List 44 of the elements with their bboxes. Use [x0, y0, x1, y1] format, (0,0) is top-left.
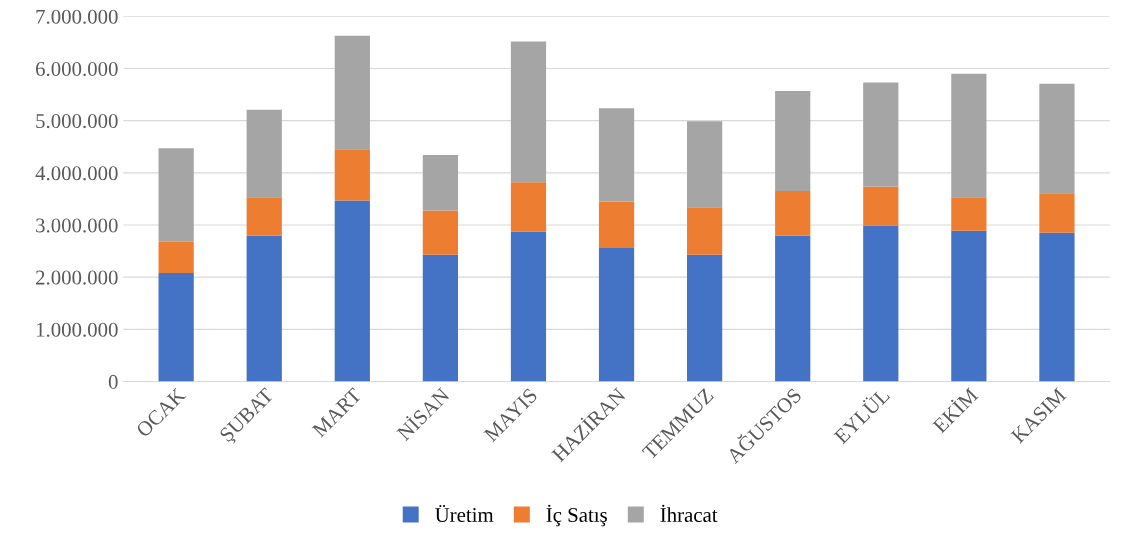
bar [510, 41, 547, 183]
y-tick-label: 7.000.000 [36, 9, 118, 24]
bar [687, 121, 723, 208]
bar [1039, 232, 1075, 382]
bar [863, 82, 899, 187]
bar [687, 207, 723, 255]
bar [246, 235, 282, 382]
y-tick-label: 4.000.000 [35, 166, 118, 181]
bar [158, 273, 194, 382]
bar [598, 108, 635, 202]
bar [422, 210, 459, 255]
y-tick-label: 3.000.000 [36, 218, 118, 233]
bar [246, 109, 282, 198]
bar [510, 231, 547, 382]
bar [775, 235, 811, 382]
y-tick-label: 5.000.000 [36, 114, 118, 129]
bar [158, 148, 194, 242]
bar [598, 247, 635, 382]
bar [1039, 193, 1075, 233]
legend-label: İhracat [660, 504, 718, 523]
y-tick-label: 6.000.000 [36, 61, 118, 77]
bar [158, 241, 194, 273]
bar [510, 182, 547, 232]
bar [334, 35, 370, 150]
bar [951, 73, 987, 198]
bar [951, 230, 987, 382]
bar [334, 200, 370, 382]
legend-label: İç Satış [546, 504, 607, 527]
bar [863, 225, 899, 382]
y-tick-label: 1.000.000 [36, 322, 118, 337]
y-tick-label: 2.000.000 [36, 270, 118, 285]
legend-label: Üretim [435, 504, 494, 523]
bar [775, 90, 811, 192]
bar [246, 197, 282, 236]
bar [422, 155, 459, 211]
bar [598, 201, 635, 248]
bar [422, 254, 459, 382]
bar [687, 254, 723, 382]
y-tick-label: 0 [108, 374, 118, 389]
bar [1039, 83, 1075, 194]
bar [775, 191, 811, 236]
bar [334, 149, 370, 201]
bar [863, 186, 899, 226]
bar [951, 197, 987, 231]
